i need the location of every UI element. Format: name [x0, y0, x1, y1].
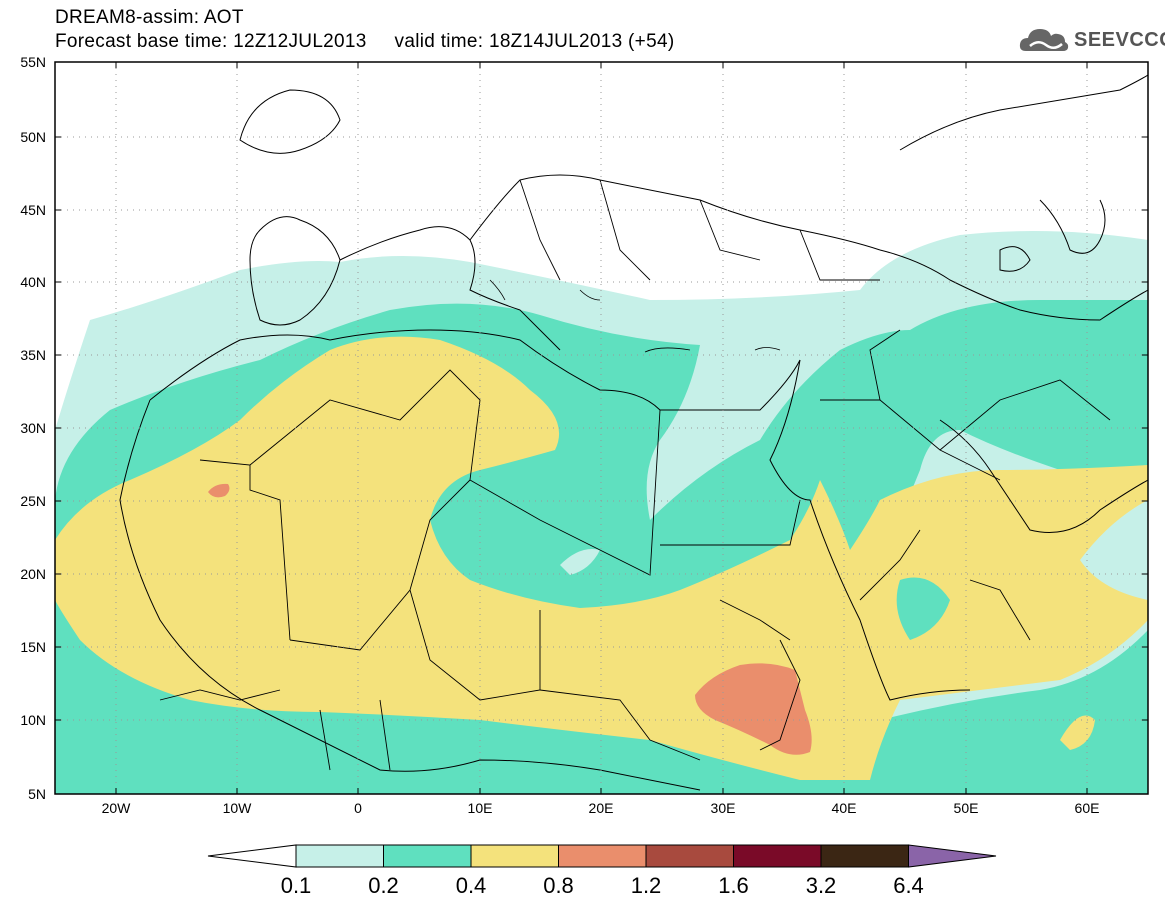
colorbar-arrow-high: [908, 844, 997, 868]
colorbar-label: 3.2: [806, 873, 837, 898]
colorbar-swatch: [645, 844, 734, 868]
lat-label: 15N: [20, 639, 46, 655]
colorbar-label: 0.8: [543, 873, 574, 898]
aot-contour-04: [55, 336, 1148, 780]
colorbar-label: 0.1: [281, 873, 312, 898]
lat-label: 40N: [20, 274, 46, 290]
colorbar-swatch: [383, 844, 472, 868]
lat-label: 50N: [20, 129, 46, 145]
lon-label: 10W: [223, 800, 253, 816]
lon-label: 20E: [589, 800, 614, 816]
lat-label: 25N: [20, 493, 46, 509]
colorbar-label: 0.4: [456, 873, 487, 898]
lat-label: 35N: [20, 347, 46, 363]
map-title: DREAM8-assim: AOT: [55, 7, 244, 28]
lon-label: 0: [354, 800, 362, 816]
colorbar-swatch: [733, 844, 822, 868]
lon-label: 60E: [1075, 800, 1100, 816]
colorbar-label: 1.6: [718, 873, 749, 898]
lat-label: 5N: [28, 786, 46, 802]
seevccc-logo: SEEVCCC: [1018, 24, 1165, 56]
lat-label: 30N: [20, 420, 46, 436]
lon-label: 50E: [954, 800, 979, 816]
lat-label: 55N: [20, 54, 46, 70]
colorbar-label: 1.2: [631, 873, 662, 898]
colorbar: [207, 844, 997, 868]
lat-label: 45N: [20, 202, 46, 218]
colorbar-arrow-low: [207, 844, 297, 868]
lat-label: 20N: [20, 566, 46, 582]
lon-label: 30E: [711, 800, 736, 816]
colorbar-label: 0.2: [368, 873, 399, 898]
logo-text: SEEVCCC: [1074, 28, 1165, 51]
lon-label: 20W: [102, 800, 132, 816]
colorbar-swatch: [295, 844, 384, 868]
colorbar-label: 6.4: [893, 873, 924, 898]
colorbar-swatch: [470, 844, 559, 868]
colorbar-swatch: [558, 844, 647, 868]
forecast-time-subtitle: Forecast base time: 12Z12JUL2013 valid t…: [55, 31, 675, 52]
colorbar-swatch: [820, 844, 909, 868]
lat-label: 10N: [20, 712, 46, 728]
lon-label: 10E: [468, 800, 493, 816]
cloud-icon: [1019, 29, 1069, 51]
lon-label: 40E: [832, 800, 857, 816]
